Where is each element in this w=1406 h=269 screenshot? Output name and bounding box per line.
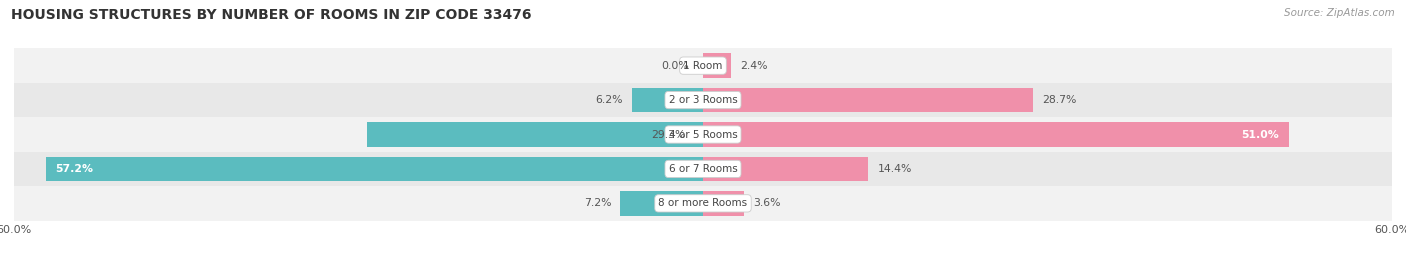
Text: 51.0%: 51.0% [1241,129,1279,140]
Bar [703,122,1289,147]
Text: 28.7%: 28.7% [1042,95,1076,105]
Text: HOUSING STRUCTURES BY NUMBER OF ROOMS IN ZIP CODE 33476: HOUSING STRUCTURES BY NUMBER OF ROOMS IN… [11,8,531,22]
Text: 1 Room: 1 Room [683,61,723,71]
Bar [703,88,1032,112]
Text: 3.6%: 3.6% [754,198,780,208]
Text: 2 or 3 Rooms: 2 or 3 Rooms [669,95,737,105]
Bar [631,88,703,112]
Text: 2.4%: 2.4% [740,61,768,71]
Text: 6.2%: 6.2% [595,95,623,105]
Bar [14,152,1392,186]
Text: 6 or 7 Rooms: 6 or 7 Rooms [669,164,737,174]
Text: 0.0%: 0.0% [661,61,689,71]
Bar [703,53,731,78]
Bar [14,117,1392,152]
Text: Source: ZipAtlas.com: Source: ZipAtlas.com [1284,8,1395,18]
Bar [14,186,1392,221]
Text: 29.3%: 29.3% [651,129,686,140]
Bar [14,48,1392,83]
Bar [14,83,1392,117]
Bar [367,122,703,147]
Bar [703,191,744,216]
Text: 14.4%: 14.4% [877,164,912,174]
Bar [703,157,869,181]
Bar [620,191,703,216]
Text: 57.2%: 57.2% [55,164,93,174]
Text: 8 or more Rooms: 8 or more Rooms [658,198,748,208]
Text: 4 or 5 Rooms: 4 or 5 Rooms [669,129,737,140]
Text: 7.2%: 7.2% [583,198,612,208]
Bar [46,157,703,181]
